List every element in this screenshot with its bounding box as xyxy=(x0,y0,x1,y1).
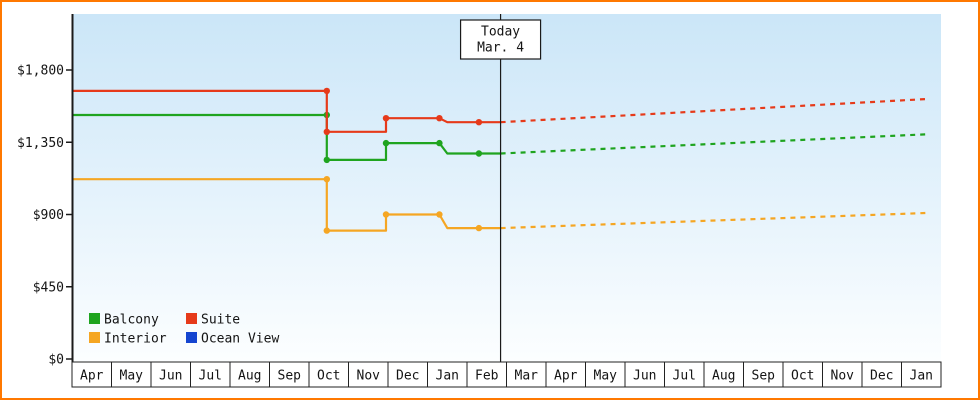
series-marker-interior xyxy=(382,211,390,218)
x-axis-month-cell xyxy=(269,361,310,388)
x-axis-month-label: Aug xyxy=(238,369,261,384)
x-axis-month-label: Jul xyxy=(199,369,222,384)
series-line-interior xyxy=(72,178,501,232)
x-axis-month-label: Jan xyxy=(436,369,459,384)
x-axis-month-cell xyxy=(861,361,902,388)
today-box xyxy=(459,19,542,60)
x-axis-month-cell xyxy=(506,361,547,388)
legend-label-balcony: Balcony xyxy=(104,313,159,328)
x-axis-month-label: Mar xyxy=(515,369,539,384)
x-axis-month-label: May xyxy=(594,369,618,384)
x-axis-month-label: Feb xyxy=(475,369,499,384)
series-line-suite xyxy=(72,89,501,133)
today-date: Mar. 4 xyxy=(477,41,524,56)
series-forecast-line-interior xyxy=(500,211,930,230)
x-axis-month-cell xyxy=(624,361,665,388)
x-axis-month-cell xyxy=(901,361,942,388)
x-axis-month-cell xyxy=(743,361,784,388)
x-axis-month-label: May xyxy=(120,369,144,384)
x-axis-month-label: Oct xyxy=(791,369,814,384)
series-marker-suite xyxy=(436,115,443,122)
legend-swatch-ocean-view xyxy=(186,332,197,343)
y-axis-label: $1,350 xyxy=(17,136,64,151)
legend-label-ocean-view: Ocean View xyxy=(201,332,279,347)
x-axis-month-cell xyxy=(545,361,586,388)
series-marker-interior xyxy=(323,227,330,234)
x-axis-month-cell xyxy=(664,361,705,388)
x-axis-month-cell xyxy=(190,361,231,388)
x-axis-month-cell xyxy=(427,361,468,388)
series-marker-interior xyxy=(436,211,443,218)
x-axis-month-label: Dec xyxy=(870,369,893,384)
x-axis-month-cell xyxy=(822,361,863,388)
y-axis-label: $0 xyxy=(48,353,64,368)
series-marker-suite xyxy=(323,128,330,135)
today-label: Today xyxy=(481,25,520,40)
x-axis-month-label: Dec xyxy=(396,369,419,384)
legend-swatch-suite xyxy=(186,313,197,324)
x-axis-month-cell xyxy=(703,361,744,388)
x-axis-month-label: Jun xyxy=(159,369,182,384)
x-axis-month-label: Sep xyxy=(278,369,302,384)
series-marker-suite xyxy=(323,87,330,95)
series-marker-balcony xyxy=(323,156,330,164)
x-axis-month-cell xyxy=(348,361,389,388)
x-axis-month-label: Sep xyxy=(752,369,776,384)
x-axis-month-label: Jan xyxy=(910,369,933,384)
series-forecast-line-balcony xyxy=(500,133,930,155)
x-axis-month-label: Jul xyxy=(673,369,696,384)
series-marker-interior xyxy=(475,224,483,232)
legend-swatch-balcony xyxy=(89,313,100,324)
y-axis-label: $900 xyxy=(33,208,64,223)
legend-label-interior: Interior xyxy=(104,332,167,347)
series-marker-suite xyxy=(382,115,390,122)
series-marker-interior xyxy=(323,176,330,183)
plot-area xyxy=(73,14,941,362)
x-axis-month-label: Jun xyxy=(633,369,656,384)
x-axis-month-cell xyxy=(111,361,152,388)
x-axis-month-label: Aug xyxy=(712,369,735,384)
y-axis-label: $1,800 xyxy=(17,64,64,79)
series-marker-balcony xyxy=(436,139,443,147)
series-forecast-line-suite xyxy=(500,97,930,124)
series-marker-balcony xyxy=(382,139,390,147)
x-axis-month-label: Nov xyxy=(831,369,855,384)
legend-swatch-interior xyxy=(89,332,100,343)
series-marker-suite xyxy=(475,119,483,126)
x-axis-month-label: Apr xyxy=(80,369,104,384)
y-axis-label: $450 xyxy=(33,280,64,295)
x-axis-month-label: Oct xyxy=(317,369,340,384)
series-marker-balcony xyxy=(475,150,483,157)
x-axis-month-label: Apr xyxy=(554,369,578,384)
legend-label-suite: Suite xyxy=(201,313,240,328)
x-axis-month-label: Nov xyxy=(357,369,381,384)
x-axis-month-cell xyxy=(782,361,823,388)
